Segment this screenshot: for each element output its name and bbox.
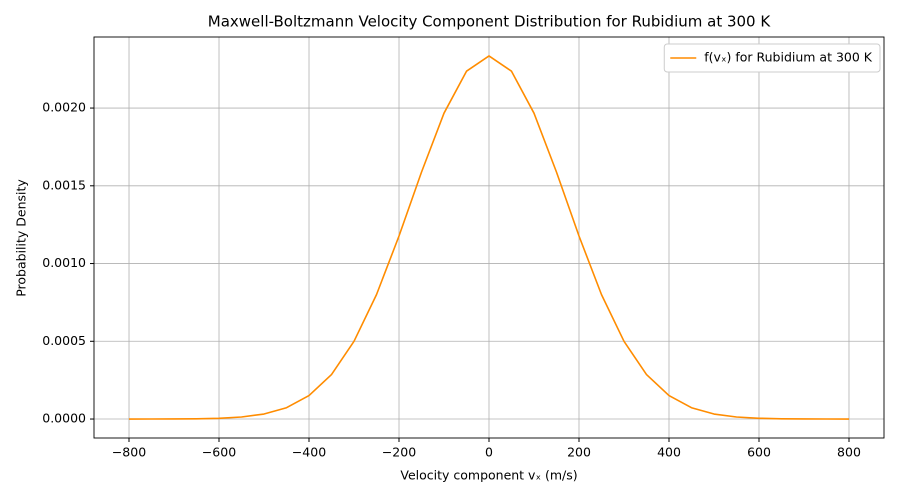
x-tick-label: −400 <box>292 445 326 460</box>
x-tick-label: 200 <box>567 445 591 460</box>
y-axis-label: Probability Density <box>14 179 29 297</box>
data-line <box>129 55 849 420</box>
chart-title: Maxwell-Boltzmann Velocity Component Dis… <box>208 13 772 31</box>
x-tick-label: −600 <box>202 445 236 460</box>
legend-box <box>663 43 881 73</box>
y-tick-label: 0.0005 <box>42 333 86 348</box>
y-tick-label: 0.0000 <box>42 411 86 426</box>
x-tick-label: 0 <box>485 445 493 460</box>
x-tick-label: 400 <box>657 445 681 460</box>
x-tick-label: 600 <box>747 445 771 460</box>
y-tick-label: 0.0015 <box>42 177 86 192</box>
plot-frame <box>93 36 885 439</box>
legend: f(vₓ) for Rubidium at 300 K <box>663 43 881 73</box>
x-tick-label: −200 <box>382 445 416 460</box>
x-tick-label: −800 <box>112 445 146 460</box>
legend-label: f(vₓ) for Rubidium at 300 K <box>704 50 873 65</box>
y-tick-label: 0.0010 <box>42 255 86 270</box>
x-axis-label: Velocity component vₓ (m/s) <box>400 468 577 483</box>
y-tick-label: 0.0020 <box>42 100 86 115</box>
x-tick-label: 800 <box>837 445 861 460</box>
